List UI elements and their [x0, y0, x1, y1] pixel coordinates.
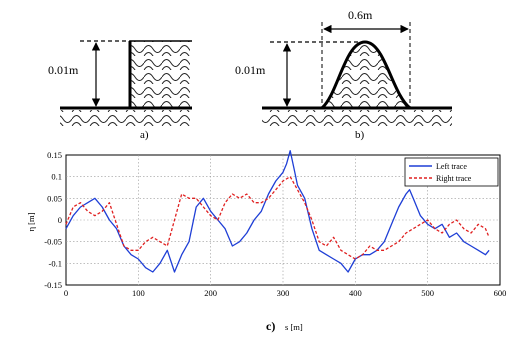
y-tick-label: 0.15: [47, 150, 62, 160]
y-axis-label: η [m]: [26, 212, 36, 231]
x-tick-label: 400: [349, 288, 362, 298]
y-tick-label: 0.05: [47, 193, 62, 203]
legend-label-left: Left trace: [436, 162, 467, 171]
legend-box: [404, 157, 499, 187]
x-axis-ticks: 0 100 200 300 400 500 600: [64, 288, 507, 298]
y-axis-ticks: 0.15 0.1 0.05 0 -0.05 -0.1 -0.15: [44, 150, 62, 290]
width-label-b: 0.6m: [348, 8, 373, 22]
ground-fill-a: [60, 110, 190, 126]
series-line-right-trace: [65, 176, 490, 260]
height-label-b: 0.01m: [235, 63, 266, 77]
legend: Left trace Right trace: [404, 157, 499, 187]
x-tick-label: 500: [421, 288, 434, 298]
series-group: [65, 150, 490, 273]
y-tick-label: -0.05: [44, 237, 62, 247]
panel-label-b: b): [355, 129, 365, 141]
bump-profile-b: [320, 40, 412, 110]
diagram-a: 0.01m a): [48, 40, 192, 141]
chart-c: 0 100 200 300 400 500 600 0.15 0.1 0.05 0 -0.05 -0.…: [26, 150, 506, 333]
step-fill-a: [130, 41, 190, 108]
panel-label-a: a): [140, 129, 149, 141]
series-line-left-trace: [65, 150, 490, 273]
y-tick-label: 0: [58, 215, 62, 225]
y-tick-label: -0.1: [49, 258, 62, 268]
panel-label-c: c): [266, 319, 275, 333]
height-label-a: 0.01m: [48, 63, 79, 77]
x-tick-label: 100: [132, 288, 145, 298]
diagram-b: 0.6m 0.01m b): [235, 8, 452, 141]
x-tick-label: 300: [277, 288, 290, 298]
x-axis-label: s [m]: [285, 322, 303, 332]
y-tick-label: -0.15: [44, 280, 62, 290]
x-tick-label: 0: [64, 288, 68, 298]
x-tick-label: 200: [204, 288, 217, 298]
ground-fill-b: [262, 110, 452, 126]
bump-fill-b: [322, 42, 410, 108]
legend-label-right: Right trace: [436, 174, 472, 183]
x-tick-label: 600: [494, 288, 507, 298]
y-tick-label: 0.1: [51, 172, 62, 182]
